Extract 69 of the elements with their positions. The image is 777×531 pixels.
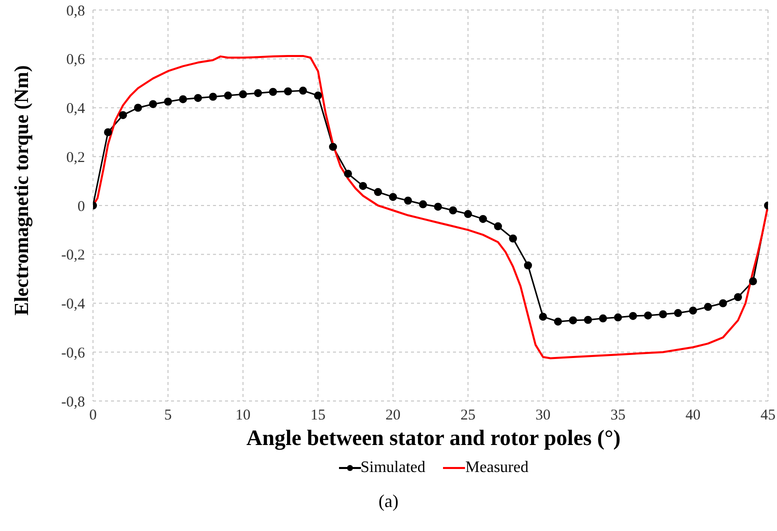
- x-tick-label: 35: [610, 408, 626, 424]
- point: [434, 202, 442, 211]
- point: [119, 111, 127, 120]
- point: [719, 299, 727, 308]
- point: [524, 261, 532, 270]
- point: [179, 95, 187, 104]
- y-tick-label: 0,2: [66, 150, 85, 166]
- point: [749, 277, 757, 286]
- point: [224, 92, 232, 100]
- point: [419, 200, 427, 208]
- x-tick-label: 30: [536, 408, 550, 424]
- point: [269, 88, 277, 96]
- y-tick-label: 0: [78, 198, 85, 215]
- x-tick-label: 20: [386, 408, 400, 424]
- point: [149, 100, 157, 108]
- point: [329, 142, 337, 151]
- point: [569, 316, 577, 324]
- x-tick-label: 45: [760, 408, 776, 424]
- y-tick-label: -0,4: [61, 296, 86, 313]
- y-tick-label: -0,2: [61, 248, 85, 264]
- point: [299, 86, 307, 95]
- point: [314, 92, 322, 100]
- point: [659, 310, 667, 318]
- x-tick-label: 0: [89, 408, 97, 424]
- point: [704, 302, 712, 311]
- y-tick-label: 0,8: [66, 3, 85, 20]
- point: [599, 314, 607, 322]
- point: [104, 128, 112, 136]
- y-axis-title: Electromagnetic torque (Nm): [11, 65, 34, 316]
- legend-label: Simulated: [360, 459, 426, 477]
- x-tick-label: 10: [236, 408, 250, 424]
- point: [674, 309, 682, 318]
- point: [509, 234, 517, 242]
- point: [134, 104, 142, 112]
- point: [344, 170, 352, 178]
- point: [449, 206, 457, 214]
- point: [614, 313, 622, 322]
- y-tick-label: 0,4: [66, 101, 86, 118]
- x-tick-label: 5: [164, 408, 172, 424]
- y-tick-label: -0,8: [61, 394, 85, 410]
- text: (a): [378, 491, 400, 512]
- point: [734, 293, 742, 302]
- point: [389, 192, 397, 201]
- point: [209, 92, 217, 101]
- point: [494, 222, 502, 230]
- legend-label: Measured: [465, 459, 528, 477]
- point: [644, 311, 652, 320]
- point: [539, 312, 547, 321]
- y-tick-label: -0,6: [61, 345, 86, 362]
- point: [584, 316, 592, 324]
- y-tick-label: 0,6: [66, 52, 86, 68]
- point: [479, 214, 487, 223]
- point: [284, 87, 292, 96]
- point: [554, 318, 562, 326]
- point: [464, 210, 472, 218]
- point: [254, 89, 262, 98]
- x-tick-label: 25: [460, 408, 476, 424]
- x-tick-label: 15: [310, 408, 326, 424]
- point: [194, 94, 202, 102]
- point: [629, 312, 637, 320]
- x-tick-label: 40: [686, 408, 700, 424]
- x-axis-title: Angle between stator and rotor poles (°): [245, 425, 622, 451]
- point: [239, 90, 247, 98]
- point: [164, 98, 172, 106]
- point: [374, 188, 382, 196]
- point: [359, 182, 367, 190]
- point: [404, 196, 412, 205]
- line-series: [93, 54, 768, 360]
- point: [689, 306, 697, 315]
